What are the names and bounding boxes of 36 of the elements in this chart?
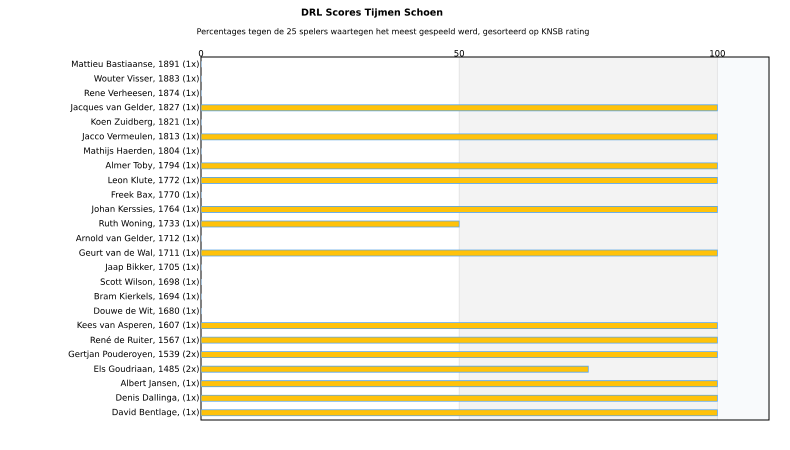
y-tick-label: Mattieu Bastiaanse, 1891 (1x) (72, 60, 199, 68)
y-tick-label: René de Ruiter, 1567 (1x) (90, 336, 199, 344)
y-tick-label: Arnold van Gelder, 1712 (1x) (76, 234, 199, 242)
y-tick-label: Leon Klute, 1772 (1x) (108, 176, 199, 184)
y-tick-label: Geurt van de Wal, 1711 (1x) (79, 249, 199, 257)
chart-subtitle: Percentages tegen de 25 spelers waartegen het meest gespeeld werd, gesorteerd op KNSB rating (197, 28, 589, 36)
y-tick-label: Mathijs Haerden, 1804 (1x) (84, 147, 199, 156)
y-tick-label: Wouter Visser, 1883 (1x) (94, 74, 199, 83)
y-tick-label: Gertjan Pouderoyen, 1539 (2x) (68, 350, 199, 359)
y-tick-label: Freek Bax, 1770 (1x) (112, 191, 199, 199)
bar (201, 366, 589, 373)
chart-title: DRL Scores Tijmen Schoen (302, 8, 442, 18)
bar (201, 104, 718, 112)
x-tick-label: 50 (454, 50, 464, 56)
y-tick-label: Els Goudriaan, 1485 (2x) (94, 365, 199, 373)
bar (201, 409, 718, 416)
y-tick-label: Scott Wilson, 1698 (1x) (100, 278, 199, 286)
y-tick-label: Jaap Bikker, 1705 (1x) (104, 263, 199, 272)
y-tick-label: Rene Verheesen, 1874 (1x) (84, 90, 199, 98)
y-tick-label: Denis Dallinga, (1x) (116, 394, 199, 402)
y-tick-label: Johan Kerssies, 1764 (1x) (91, 205, 199, 214)
y-tick-label: Jacco Vermeulen, 1813 (1x) (82, 132, 199, 141)
y-tick-label: Bram Kierkels, 1694 (1x) (94, 292, 199, 300)
y-tick-label: Jacques van Gelder, 1827 (1x) (70, 104, 199, 112)
y-tick-label: Douwe de Wit, 1680 (1x) (94, 307, 199, 315)
y-tick-label: Kees van Asperen, 1607 (1x) (78, 322, 199, 330)
y-tick-label: Albert Jansen, (1x) (120, 380, 199, 388)
bar (201, 380, 718, 388)
x-tick-label: 100 (710, 50, 725, 56)
y-tick-label: David Bentlage, (1x) (112, 408, 199, 417)
x-tick-label: 0 (198, 50, 204, 56)
y-tick-label: Ruth Woning, 1733 (1x) (100, 220, 199, 228)
y-tick-label: Almer Toby, 1794 (1x) (105, 162, 199, 170)
y-tick-label: Koen Zuidberg, 1821 (1x) (91, 118, 199, 126)
bar (201, 351, 718, 358)
bar (201, 394, 718, 402)
